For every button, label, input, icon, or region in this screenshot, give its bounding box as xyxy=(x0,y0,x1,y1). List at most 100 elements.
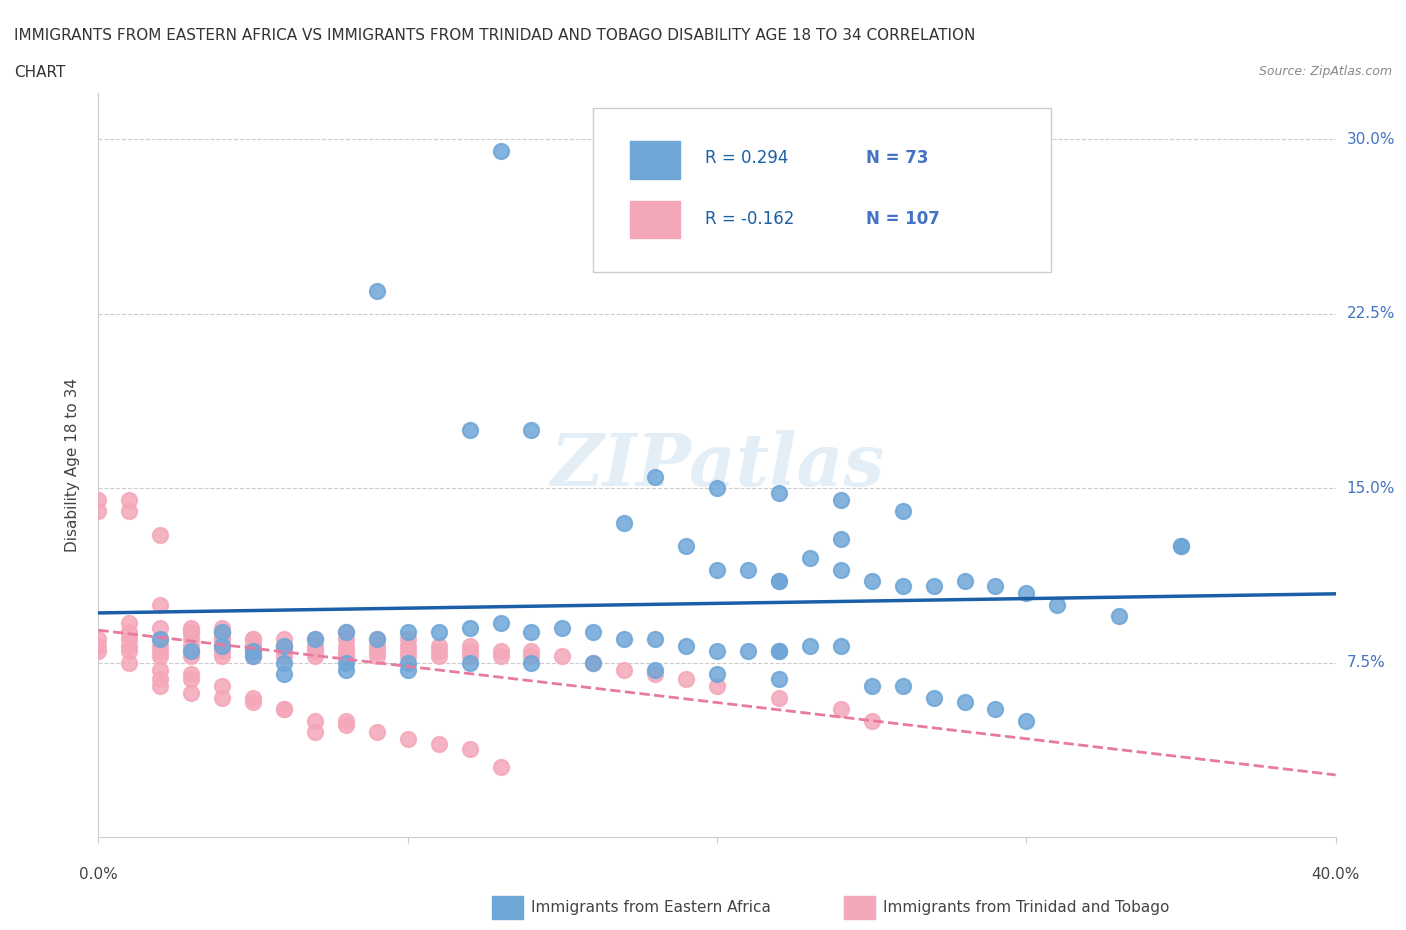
Point xyxy=(737,562,759,577)
Point xyxy=(489,648,512,663)
Point xyxy=(427,648,450,663)
Point xyxy=(335,644,357,658)
Point xyxy=(149,597,172,612)
Point xyxy=(335,655,357,670)
Point xyxy=(242,639,264,654)
Point xyxy=(768,690,790,705)
Point xyxy=(520,655,543,670)
Point xyxy=(396,632,419,647)
Point xyxy=(768,644,790,658)
Point xyxy=(273,644,295,658)
Point xyxy=(335,625,357,640)
Point xyxy=(273,639,295,654)
Point xyxy=(427,644,450,658)
Point xyxy=(458,655,481,670)
Point xyxy=(211,625,233,640)
Point xyxy=(118,504,141,519)
Point xyxy=(799,551,821,565)
Point xyxy=(768,644,790,658)
Point xyxy=(1015,586,1038,601)
Point xyxy=(118,493,141,508)
Point xyxy=(458,648,481,663)
Point xyxy=(860,679,883,694)
Point xyxy=(1108,609,1130,624)
Text: 15.0%: 15.0% xyxy=(1347,481,1395,496)
Point xyxy=(520,422,543,438)
Point xyxy=(273,632,295,647)
Point xyxy=(149,679,172,694)
Point xyxy=(613,632,636,647)
Point xyxy=(489,760,512,775)
Point xyxy=(180,625,202,640)
Point xyxy=(273,639,295,654)
Point xyxy=(335,632,357,647)
Point xyxy=(830,493,852,508)
Point xyxy=(242,639,264,654)
Point xyxy=(830,639,852,654)
Point xyxy=(396,732,419,747)
Point xyxy=(613,515,636,530)
Point xyxy=(396,644,419,658)
Point xyxy=(830,562,852,577)
Text: 40.0%: 40.0% xyxy=(1312,867,1360,882)
Point xyxy=(304,632,326,647)
Point xyxy=(149,620,172,635)
Text: 22.5%: 22.5% xyxy=(1347,306,1395,322)
FancyBboxPatch shape xyxy=(630,201,681,238)
Point xyxy=(582,655,605,670)
Point xyxy=(335,639,357,654)
Point xyxy=(273,667,295,682)
Point xyxy=(304,639,326,654)
Text: R = 0.294: R = 0.294 xyxy=(704,150,787,167)
Point xyxy=(458,644,481,658)
Point xyxy=(366,644,388,658)
Point xyxy=(242,648,264,663)
Point xyxy=(211,620,233,635)
Text: 30.0%: 30.0% xyxy=(1347,132,1395,147)
Point xyxy=(149,662,172,677)
FancyBboxPatch shape xyxy=(593,108,1052,272)
Point xyxy=(149,648,172,663)
Point xyxy=(180,644,202,658)
Point xyxy=(1046,597,1069,612)
Point xyxy=(211,625,233,640)
Point xyxy=(396,648,419,663)
Point xyxy=(149,632,172,647)
Point xyxy=(335,718,357,733)
Point xyxy=(180,625,202,640)
Point xyxy=(551,648,574,663)
Point xyxy=(891,578,914,593)
Text: IMMIGRANTS FROM EASTERN AFRICA VS IMMIGRANTS FROM TRINIDAD AND TOBAGO DISABILITY: IMMIGRANTS FROM EASTERN AFRICA VS IMMIGR… xyxy=(14,28,976,43)
Point xyxy=(366,632,388,647)
Point xyxy=(427,737,450,751)
Point xyxy=(87,639,110,654)
Point xyxy=(675,639,697,654)
Point xyxy=(304,648,326,663)
Point xyxy=(118,632,141,647)
Point xyxy=(304,725,326,740)
Point xyxy=(891,504,914,519)
Point xyxy=(922,578,945,593)
Point xyxy=(768,574,790,589)
Point xyxy=(180,632,202,647)
Point xyxy=(118,625,141,640)
Point xyxy=(768,671,790,686)
Point xyxy=(304,644,326,658)
Point xyxy=(768,574,790,589)
Point xyxy=(304,644,326,658)
Point xyxy=(396,655,419,670)
Point xyxy=(1170,539,1192,554)
Point xyxy=(211,632,233,647)
Point xyxy=(860,713,883,728)
Point xyxy=(211,690,233,705)
Point xyxy=(953,695,976,710)
Point xyxy=(273,701,295,716)
Point xyxy=(644,632,666,647)
Point xyxy=(242,648,264,663)
Point xyxy=(180,648,202,663)
Point xyxy=(396,639,419,654)
Point xyxy=(273,648,295,663)
Point xyxy=(304,632,326,647)
Point xyxy=(396,662,419,677)
Point xyxy=(860,574,883,589)
